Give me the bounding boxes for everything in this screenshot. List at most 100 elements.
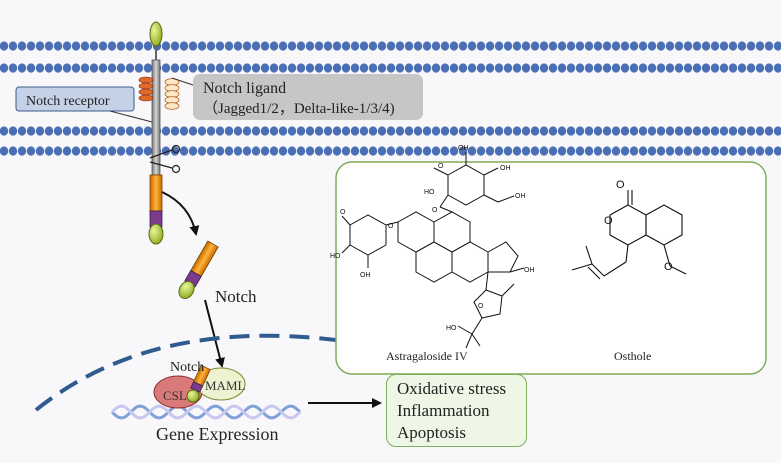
membrane-bead xyxy=(755,146,765,156)
membrane-bead xyxy=(0,63,9,73)
membrane-bead xyxy=(71,146,81,156)
membrane-bead xyxy=(305,126,315,136)
scissors-icon xyxy=(149,144,181,174)
membrane-bead xyxy=(80,41,90,51)
membrane-bead xyxy=(53,63,63,73)
atom-oh: OH xyxy=(524,267,535,274)
atom-oh: OH xyxy=(458,145,469,152)
membrane-bead xyxy=(188,63,198,73)
atom-o: O xyxy=(478,303,484,310)
membrane-bead xyxy=(656,126,666,136)
membrane-bead xyxy=(17,41,27,51)
membrane-bead xyxy=(593,126,603,136)
membrane-bead xyxy=(449,41,459,51)
notch-ligand xyxy=(164,78,180,110)
membrane-bead xyxy=(458,63,468,73)
membrane-bead xyxy=(431,63,441,73)
membrane-bead xyxy=(80,126,90,136)
membrane-bead xyxy=(557,146,567,156)
membrane-bead xyxy=(260,63,270,73)
membrane-bead xyxy=(656,41,666,51)
membrane-bead xyxy=(548,146,558,156)
membrane-bead xyxy=(476,126,486,136)
dna-helix xyxy=(110,404,302,420)
membrane-bead xyxy=(764,126,774,136)
membrane-bead xyxy=(107,41,117,51)
membrane-bead xyxy=(539,41,549,51)
membrane-bead xyxy=(764,146,774,156)
membrane-bead xyxy=(683,146,693,156)
membrane-bead xyxy=(206,146,216,156)
membrane-bead xyxy=(746,126,756,136)
notch-receptor-callout xyxy=(15,86,135,112)
membrane-bead xyxy=(557,41,567,51)
membrane-bead xyxy=(719,146,729,156)
membrane-bead xyxy=(215,63,225,73)
membrane-bead xyxy=(512,146,522,156)
atom-o: O xyxy=(438,163,444,170)
membrane-bead xyxy=(62,63,72,73)
membrane-bead xyxy=(413,126,423,136)
membrane-bead xyxy=(341,41,351,51)
atom-ho: HO xyxy=(424,189,435,196)
membrane-bead xyxy=(377,146,387,156)
membrane-bead xyxy=(0,146,9,156)
membrane-bead xyxy=(251,126,261,136)
membrane-bead xyxy=(692,63,702,73)
astragaloside-iv-structure xyxy=(341,152,525,349)
membrane-bead xyxy=(116,126,126,136)
membrane-bead xyxy=(611,126,621,136)
membrane-bead xyxy=(44,126,54,136)
membrane-bead xyxy=(602,146,612,156)
gene-expression-label: Gene Expression xyxy=(156,424,278,444)
membrane-bead xyxy=(350,63,360,73)
membrane-bead xyxy=(674,126,684,136)
membrane-bead xyxy=(296,146,306,156)
membrane-bead xyxy=(710,146,720,156)
membrane-bead xyxy=(458,146,468,156)
membrane-bead xyxy=(575,126,585,136)
membrane-bead xyxy=(494,41,504,51)
membrane-bead xyxy=(179,126,189,136)
membrane-bead xyxy=(125,146,135,156)
membrane-bead xyxy=(161,63,171,73)
membrane-bead xyxy=(539,126,549,136)
membrane-bead xyxy=(737,41,747,51)
membrane-bead xyxy=(170,146,180,156)
membrane-bead xyxy=(386,41,396,51)
membrane-bead xyxy=(485,146,495,156)
membrane-bead xyxy=(629,146,639,156)
membrane-bead xyxy=(35,146,45,156)
membrane-bead xyxy=(296,126,306,136)
membrane-bead xyxy=(773,63,781,73)
notch-free-label: Notch xyxy=(215,287,257,306)
membrane-bead xyxy=(728,126,738,136)
membrane-bead xyxy=(368,63,378,73)
membrane-bead xyxy=(305,146,315,156)
membrane-bead xyxy=(440,146,450,156)
membrane-bead xyxy=(602,126,612,136)
membrane-bead xyxy=(539,146,549,156)
compounds-panel xyxy=(335,161,767,375)
membrane-bead xyxy=(386,146,396,156)
membrane-bead xyxy=(710,63,720,73)
membrane-bead xyxy=(557,63,567,73)
membrane-bead xyxy=(188,146,198,156)
membrane-bead xyxy=(449,126,459,136)
atom-oh: OH xyxy=(515,193,526,200)
membrane-bead xyxy=(494,63,504,73)
membrane-bead xyxy=(503,41,513,51)
notch-nuclear xyxy=(190,364,211,393)
membrane-bead xyxy=(440,41,450,51)
membrane-bead xyxy=(8,126,18,136)
membrane-bead xyxy=(170,63,180,73)
membrane-bead xyxy=(404,41,414,51)
membrane-bead xyxy=(413,41,423,51)
membrane-bead xyxy=(323,146,333,156)
atom-o: O xyxy=(664,261,673,273)
membrane-bead xyxy=(494,126,504,136)
membrane-bead xyxy=(404,146,414,156)
membrane-bead xyxy=(269,126,279,136)
membrane-bead xyxy=(62,41,72,51)
